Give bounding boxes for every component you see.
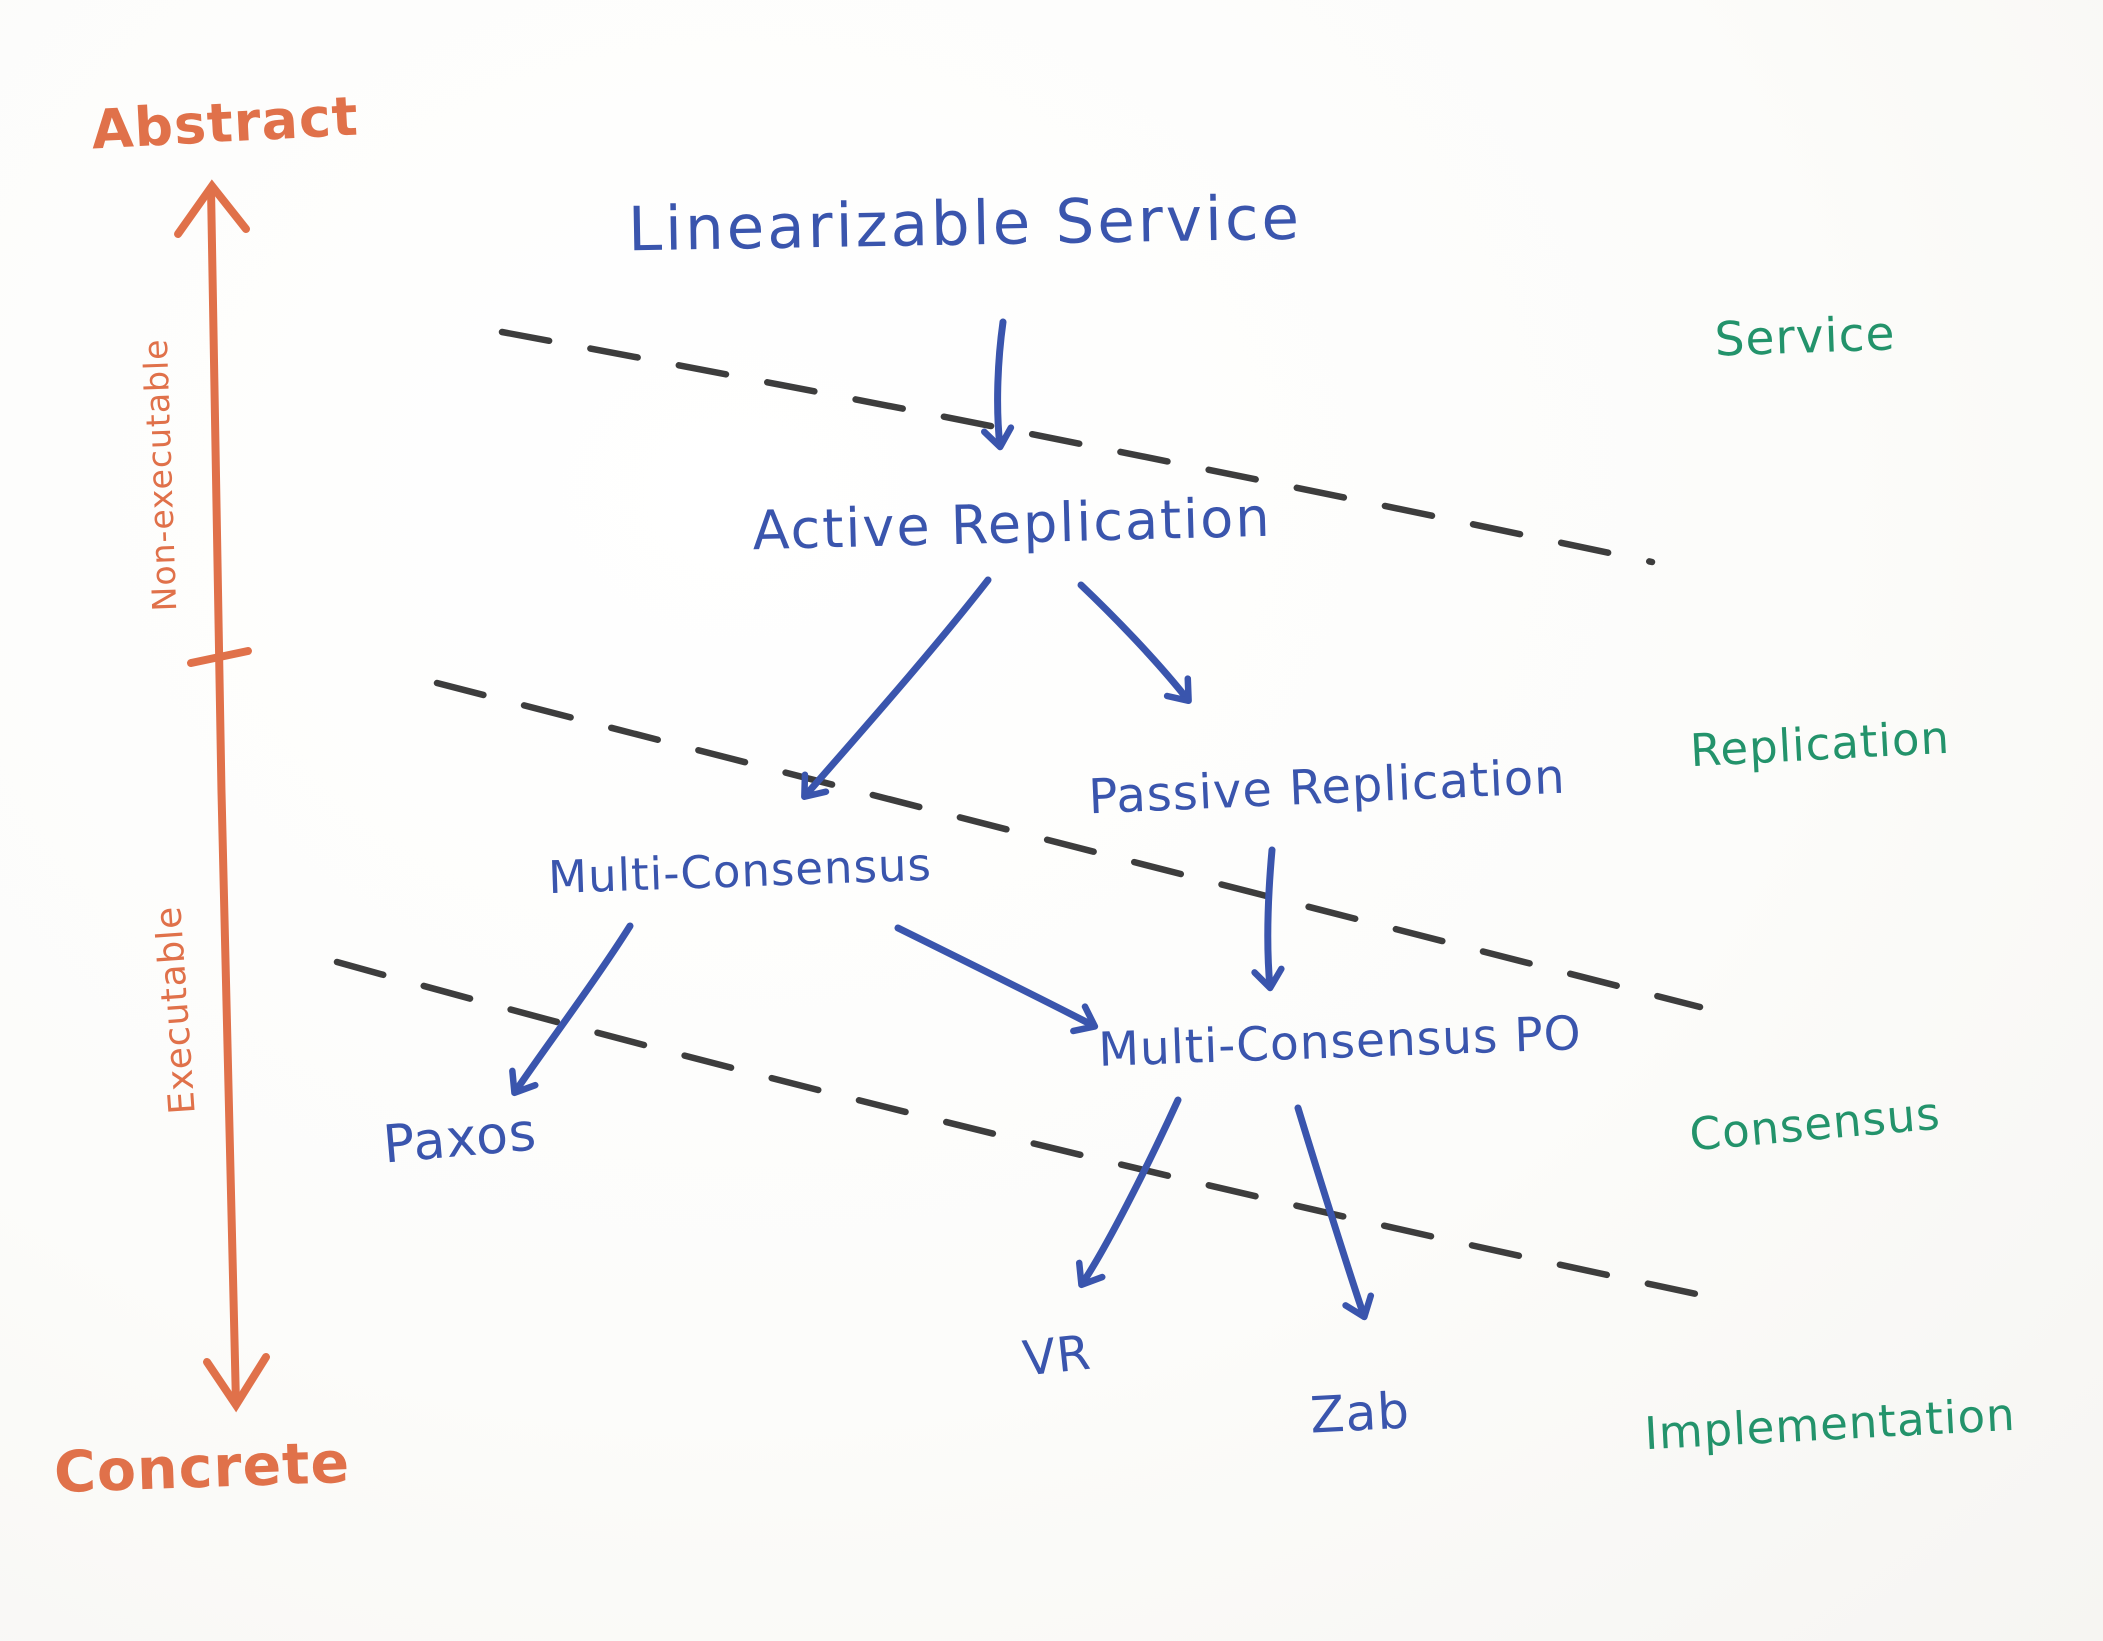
edge-linearizable-to-active: [980, 318, 1015, 451]
edge-active-to-passive: [1077, 581, 1192, 705]
abstraction-axis: [174, 179, 270, 1413]
axis-arrowhead-down-icon: [203, 1353, 270, 1413]
edge-multi-consensus-to-multi-consensus-po: [894, 924, 1099, 1035]
axis-arrowhead-up-icon: [174, 179, 250, 238]
axis-line: [207, 184, 240, 1408]
edge-active-to-multi-consensus: [801, 576, 992, 801]
layer-label-service: Service: [1713, 306, 1897, 368]
edge-multi-consensus-po-to-vr: [1075, 1096, 1182, 1289]
node-vr: VR: [1020, 1324, 1094, 1388]
node-linearizable-service: Linearizable Service: [627, 182, 1303, 266]
divider-replication-consensus: [433, 679, 1704, 1011]
axis-label-concrete: Concrete: [52, 1429, 352, 1507]
edge-multi-consensus-po-to-zab: [1294, 1104, 1375, 1321]
edge-arrows: [509, 318, 1375, 1321]
layer-dividers: [333, 328, 1729, 1304]
edge-multi-consensus-to-paxos: [509, 922, 634, 1097]
divider-service-replication: [498, 328, 1656, 566]
divider-consensus-implementation: [333, 958, 1729, 1304]
axis-tick: [187, 647, 252, 667]
edge-passive-to-multi-consensus-po: [1251, 846, 1285, 992]
node-zab: Zab: [1308, 1381, 1412, 1445]
